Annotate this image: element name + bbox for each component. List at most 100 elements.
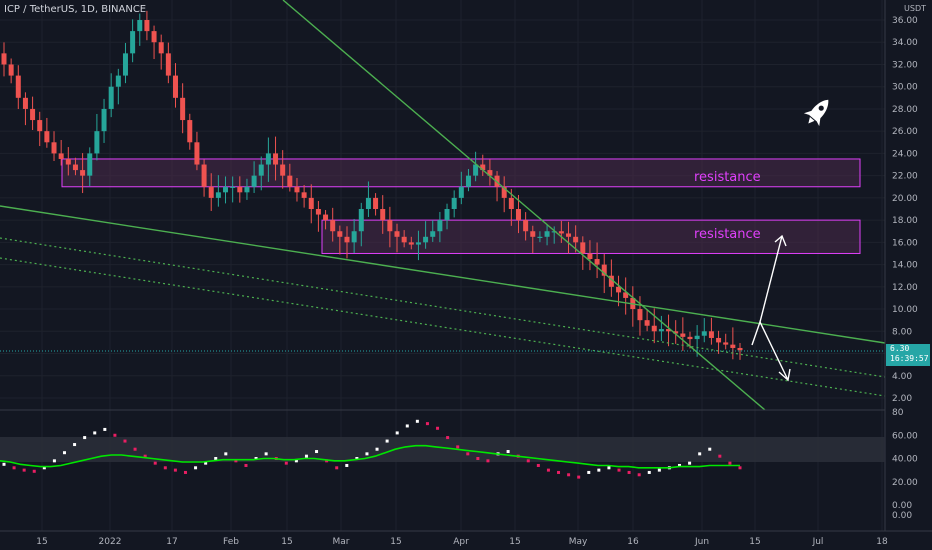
rsi-point bbox=[294, 459, 298, 463]
candle-body bbox=[608, 275, 614, 287]
time-axis[interactable]: 15 2022 17 Feb 15 Mar 15 Apr 15 May 16 Jun 15 Jul 18 bbox=[36, 537, 888, 547]
candle-body bbox=[373, 197, 379, 209]
time-tick-label: 15 bbox=[749, 537, 760, 547]
candle-body bbox=[544, 231, 550, 237]
candle-body bbox=[344, 236, 350, 243]
candle-body bbox=[294, 186, 300, 193]
rsi-tick-label: 20.00 bbox=[892, 478, 918, 488]
channel-dotted-line-lower[interactable] bbox=[0, 257, 886, 397]
rsi-point bbox=[375, 447, 379, 451]
candle-body bbox=[208, 186, 214, 198]
bar-countdown: 16:39:57 bbox=[890, 354, 929, 363]
time-tick-label: May bbox=[569, 537, 588, 547]
rsi-tick-label: 0.00 bbox=[892, 501, 912, 511]
candle-body bbox=[508, 197, 514, 209]
rsi-tick-label: 0.00 bbox=[892, 511, 912, 521]
candle-body bbox=[473, 164, 479, 176]
rsi-point bbox=[163, 466, 167, 470]
candle-body bbox=[15, 75, 21, 98]
breakdown-arrowhead bbox=[778, 368, 791, 382]
candle-body bbox=[258, 164, 264, 176]
candle-body bbox=[501, 186, 507, 198]
candlestick-series bbox=[1, 10, 743, 360]
rsi-point bbox=[244, 463, 248, 467]
candle-body bbox=[444, 209, 450, 221]
rsi-point bbox=[355, 457, 359, 460]
rsi-point bbox=[446, 436, 450, 440]
price-tick-label: 28.00 bbox=[892, 105, 918, 115]
rsi-point bbox=[345, 463, 349, 467]
rsi-point bbox=[456, 445, 460, 449]
candle-body bbox=[451, 197, 457, 209]
candle-body bbox=[487, 170, 493, 176]
candle-body bbox=[201, 164, 207, 187]
rocket-icon bbox=[803, 99, 829, 127]
rsi-axis[interactable]: 0.00 20.00 40.00 60.00 80 0.00 bbox=[892, 408, 918, 521]
candle-body bbox=[101, 108, 107, 132]
price-tick-label: 34.00 bbox=[892, 38, 918, 48]
price-tick-label: 4.00 bbox=[892, 372, 912, 382]
candle-body bbox=[122, 53, 128, 76]
rsi-point bbox=[194, 466, 198, 470]
rsi-point bbox=[627, 470, 631, 474]
rsi-point bbox=[103, 427, 107, 431]
candle-body bbox=[523, 220, 529, 232]
candle-body bbox=[251, 175, 257, 187]
rsi-point bbox=[234, 459, 238, 463]
candle-body bbox=[37, 120, 43, 132]
time-tick-label: 15 bbox=[36, 537, 47, 547]
rsi-point bbox=[607, 466, 611, 470]
rsi-band bbox=[0, 437, 885, 462]
candle-body bbox=[623, 292, 629, 298]
candle-body bbox=[273, 153, 279, 165]
descending-trendline[interactable] bbox=[282, 0, 766, 411]
candle-body bbox=[8, 64, 14, 76]
currency-label: USDT bbox=[904, 4, 926, 13]
channel-dotted-line-upper[interactable] bbox=[0, 237, 886, 378]
candle-body bbox=[594, 259, 600, 265]
rsi-point bbox=[62, 451, 66, 455]
rsi-point bbox=[647, 470, 651, 474]
candle-body bbox=[165, 53, 171, 76]
candle-body bbox=[537, 236, 543, 238]
time-tick-label: 16 bbox=[627, 537, 639, 547]
candle-body bbox=[737, 347, 743, 351]
candle-body bbox=[280, 164, 286, 176]
candle-body bbox=[637, 309, 643, 321]
rsi-point bbox=[577, 475, 581, 479]
rsi-point bbox=[2, 462, 6, 466]
rsi-point bbox=[395, 431, 399, 435]
candle-body bbox=[287, 175, 293, 187]
time-tick-label: 17 bbox=[166, 537, 177, 547]
breakout-arrowhead bbox=[774, 234, 787, 247]
candle-body bbox=[58, 153, 64, 159]
candle-body bbox=[65, 158, 71, 165]
rsi-point bbox=[173, 468, 177, 472]
candle-body bbox=[716, 337, 722, 343]
rsi-point bbox=[385, 439, 389, 443]
rsi-point bbox=[315, 450, 319, 454]
candle-body bbox=[701, 331, 707, 336]
candle-body bbox=[172, 75, 178, 98]
rsi-point bbox=[224, 452, 228, 456]
candle-body bbox=[423, 236, 429, 243]
candle-body bbox=[601, 264, 607, 276]
rsi-point bbox=[698, 452, 702, 456]
rsi-point bbox=[425, 422, 429, 426]
candle-body bbox=[330, 220, 336, 232]
candle-body bbox=[687, 336, 693, 340]
candle-body bbox=[158, 42, 164, 54]
price-tick-label: 10.00 bbox=[892, 305, 918, 315]
price-tick-label: 22.00 bbox=[892, 172, 918, 182]
candle-body bbox=[323, 214, 329, 221]
candle-body bbox=[137, 20, 143, 32]
rsi-point bbox=[678, 463, 682, 467]
price-tick-label: 20.00 bbox=[892, 194, 918, 204]
symbol-title[interactable]: ICP / TetherUS, 1D, BINANCE bbox=[4, 4, 147, 15]
candle-body bbox=[215, 192, 221, 198]
support-trendline[interactable] bbox=[0, 205, 886, 344]
projection-arrows bbox=[751, 234, 791, 382]
time-tick-label: 15 bbox=[281, 537, 292, 547]
rsi-point bbox=[728, 461, 732, 465]
